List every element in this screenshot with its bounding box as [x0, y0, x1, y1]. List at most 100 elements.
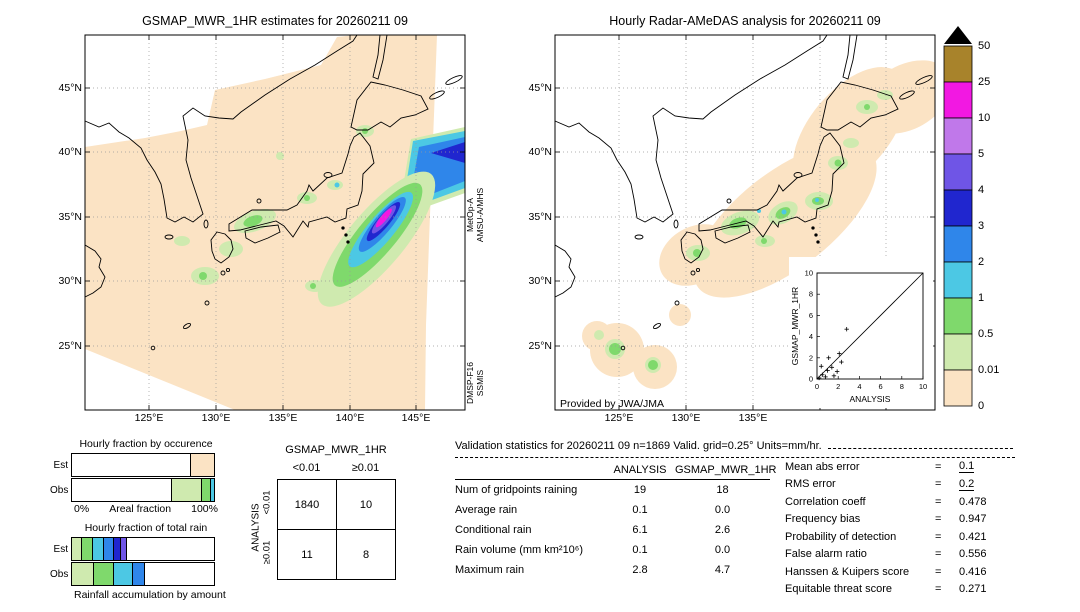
bar-category-label: Obs — [50, 568, 69, 580]
lat-label: 30°N — [529, 275, 552, 287]
dashed-filler — [827, 448, 1013, 449]
bar-segment — [201, 479, 210, 501]
contingency-row-axis: ANALYSIS — [250, 503, 262, 552]
stats-gsmap-value: 0.0 — [714, 504, 731, 516]
inset-diagonal — [816, 272, 924, 380]
legend-block — [943, 153, 973, 191]
stats-gsmap-value: 18 — [716, 484, 729, 496]
legend-tick-label: 25 — [978, 76, 990, 88]
score-row: Equitable threat score = 0.271 — [785, 581, 1015, 599]
contingency-cell: 1840 — [277, 479, 337, 530]
score-value: 0.478 — [959, 495, 987, 508]
score-label: Probability of detection — [785, 530, 897, 543]
stats-analysis-value: 0.1 — [632, 504, 648, 516]
right-map-title: Hourly Radar-AMeDAS analysis for 2026021… — [609, 14, 880, 28]
contingency-cell: 11 — [277, 529, 337, 580]
stats-gsmap-value: 2.6 — [714, 524, 731, 536]
legend-block — [943, 225, 973, 263]
inset-x-tick: 0 — [815, 382, 819, 391]
lat-label: 40°N — [59, 146, 82, 158]
legend-tick-label: 0 — [978, 400, 984, 412]
bar-segment — [72, 538, 81, 560]
lon-label: 125°E — [605, 412, 634, 424]
right-map: Hourly Radar-AMeDAS analysis for 2026021… — [529, 14, 936, 424]
bar-segment — [189, 454, 214, 476]
inset-y-tick: 8 — [809, 290, 813, 299]
lon-label: 130°E — [672, 412, 701, 424]
lat-label: 40°N — [529, 146, 552, 158]
left-map: GSMAP_MWR_1HR estimates for 20260211 09 … — [59, 14, 485, 424]
score-list: Mean abs error = 0.1 RMS error = 0.2 Correlati… — [785, 458, 1015, 598]
bar-category-label: Est — [53, 543, 68, 555]
lat-label: 25°N — [59, 340, 82, 352]
score-label: Frequency bias — [785, 513, 861, 526]
inset-y-tick: 0 — [809, 375, 813, 384]
stats-row-label: Maximum rain — [455, 564, 525, 576]
lon-label: 130°E — [202, 412, 231, 424]
stats-table-row: Num of gridpoints raining 19 18 — [455, 480, 770, 500]
inset-frame — [816, 272, 924, 380]
lon-label: 125°E — [135, 412, 164, 424]
legend-block — [943, 81, 973, 119]
legend-tick-label: 10 — [978, 112, 990, 124]
contingency-table: 1840 10 11 8 — [277, 479, 396, 580]
score-row: RMS error = 0.2 — [785, 476, 1015, 494]
bar-segment — [120, 538, 126, 560]
score-row: False alarm ratio = 0.556 — [785, 546, 1015, 564]
legend-tick-label: 2 — [978, 256, 984, 268]
bar-segment — [72, 454, 190, 476]
inset-xlabel: ANALYSIS — [850, 394, 891, 404]
contingency-cell: 8 — [336, 529, 396, 580]
lat-label: 30°N — [59, 275, 82, 287]
lat-label: 25°N — [529, 340, 552, 352]
stacked-bar — [71, 537, 215, 561]
bar-segment — [72, 479, 172, 501]
score-label: False alarm ratio — [785, 548, 867, 561]
contingency-col-label: ≥0.01 — [351, 462, 380, 474]
legend-tick-label: 3 — [978, 220, 984, 232]
score-label: Mean abs error — [785, 460, 860, 473]
bar-segment — [125, 538, 214, 560]
stats-analysis-value: 2.8 — [632, 564, 648, 576]
validation-stats-panel: Validation statistics for 20260211 09 n=… — [455, 440, 1015, 610]
sensor-label-ssmis: SSMIS — [475, 369, 485, 396]
bar-segment — [80, 538, 92, 560]
bar-category-label: Est — [53, 459, 68, 471]
bar-segment — [209, 479, 214, 501]
stats-row-label: Average rain — [455, 504, 518, 516]
stacked-bar — [71, 453, 215, 477]
score-value: 0.416 — [959, 565, 987, 578]
equals-sign: = — [935, 513, 942, 526]
fraction-charts: Hourly fraction by occurence Est Obs 0% A… — [50, 438, 226, 601]
lat-label: 35°N — [529, 211, 552, 223]
stats-row-label: Conditional rain — [455, 524, 532, 536]
equals-sign: = — [935, 548, 942, 561]
total-rain-chart: Hourly fraction of total rain Est Obs Rai… — [50, 522, 226, 601]
contingency-title: GSMAP_MWR_1HR — [285, 444, 387, 456]
stats-gsmap-value: 4.7 — [714, 564, 731, 576]
equals-sign: = — [935, 530, 942, 543]
bar-row-est: Est — [50, 453, 225, 477]
inset-x-tick: 2 — [836, 382, 840, 391]
lon-label: 135°E — [269, 412, 298, 424]
lat-label: 45°N — [59, 82, 82, 94]
legend-tick-label: 4 — [978, 184, 984, 196]
score-label: Correlation coeff — [785, 495, 866, 508]
stats-table-row: Rain volume (mm km²10⁶) 0.1 0.0 — [455, 540, 770, 560]
precipitation-overlay-estimates — [85, 35, 465, 410]
bar-segment — [91, 538, 104, 560]
bar-segment — [113, 563, 132, 585]
bar-row-obs: Obs — [50, 478, 225, 502]
legend-tick-label: 5 — [978, 148, 984, 160]
stats-row-label: Num of gridpoints raining — [455, 484, 578, 496]
left-map-title: GSMAP_MWR_1HR estimates for 20260211 09 — [142, 14, 408, 28]
legend-tick-label: 0.5 — [978, 328, 993, 340]
stacked-bar — [71, 478, 215, 502]
score-value: 0.2 — [959, 477, 975, 491]
score-label: Equitable threat score — [785, 583, 893, 596]
equals-sign: = — [935, 583, 942, 596]
bar-segment — [103, 538, 114, 560]
stats-header-text: Validation statistics for 20260211 09 n=… — [455, 440, 822, 452]
legend-block — [943, 369, 973, 407]
